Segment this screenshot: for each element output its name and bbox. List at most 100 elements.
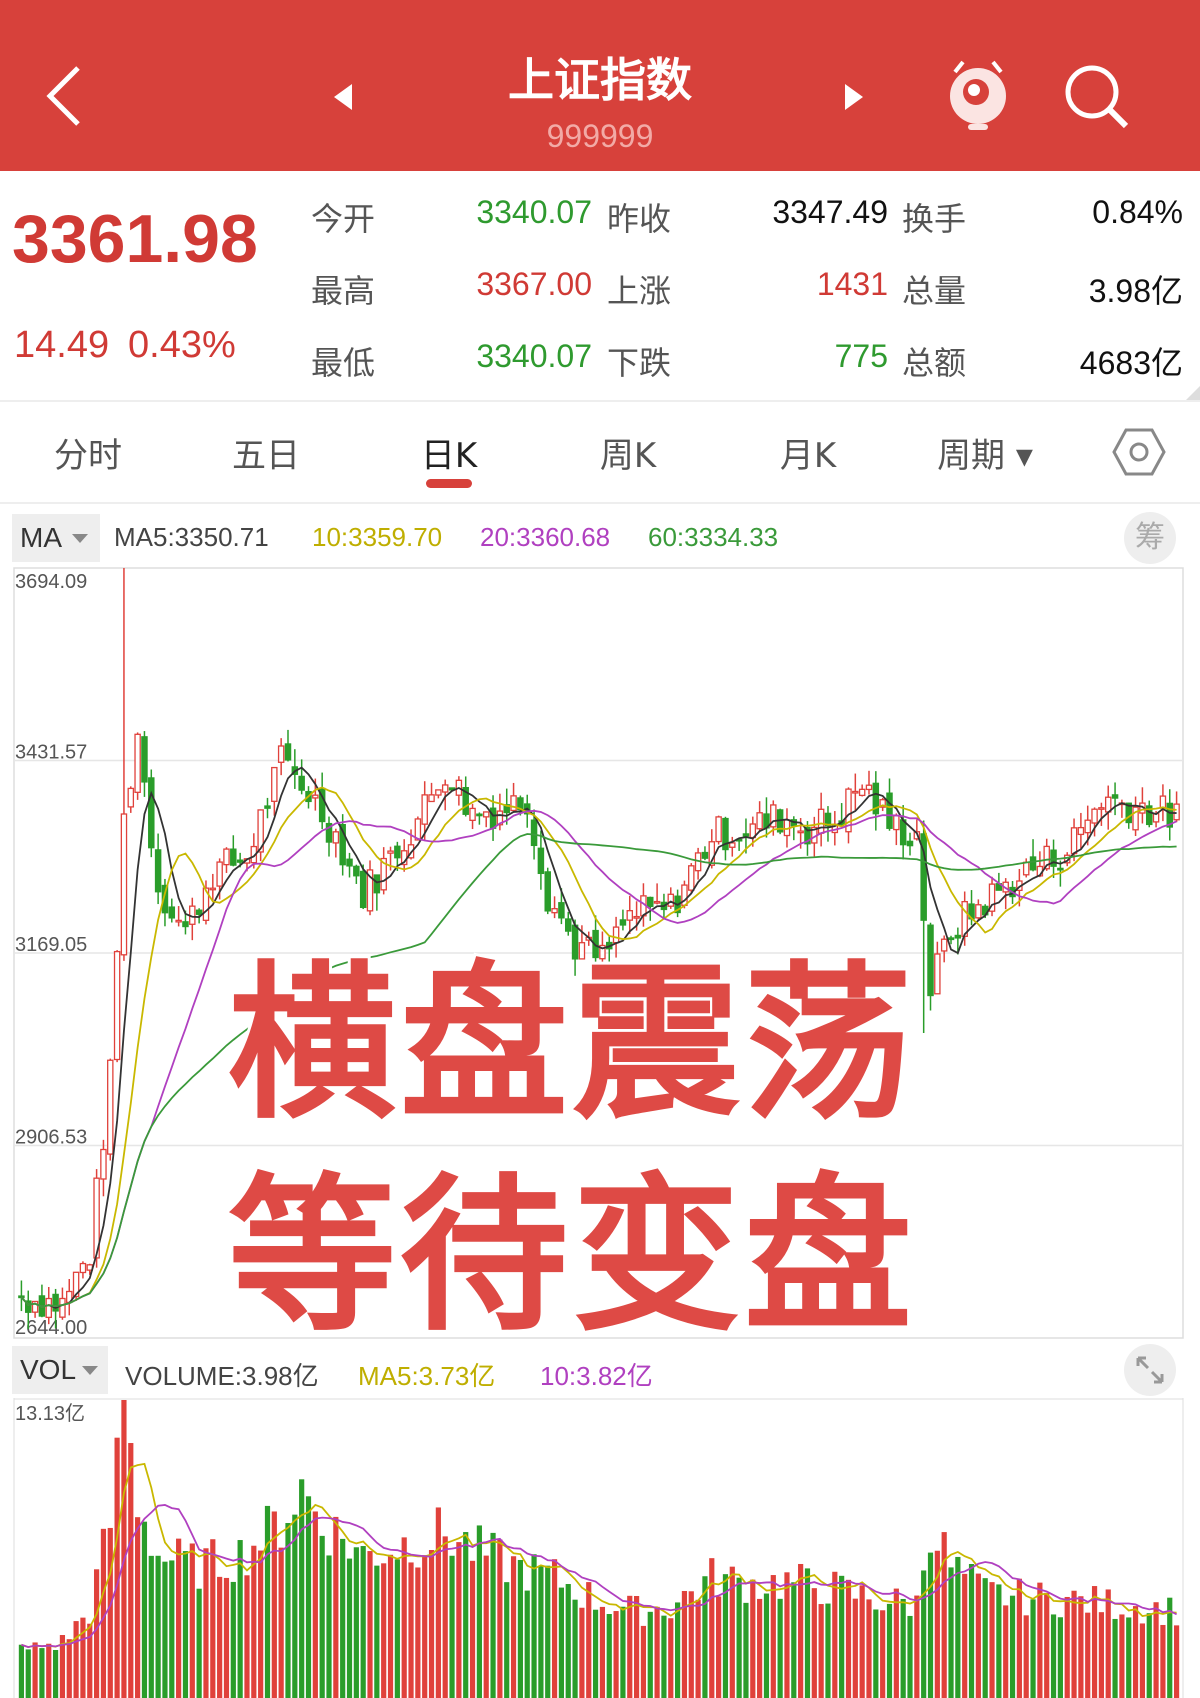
candle-body [879, 799, 886, 808]
candle-body [715, 816, 722, 843]
candle-body [927, 924, 934, 997]
volume-bar [921, 1570, 927, 1698]
volume-bar [914, 1595, 920, 1698]
candle-body [45, 1297, 53, 1319]
mascot-icon[interactable] [943, 58, 1013, 134]
chip-distribution-button[interactable]: 筹 [1124, 512, 1176, 564]
next-triangle-icon[interactable] [843, 82, 867, 112]
candle-body [1132, 806, 1139, 831]
volume-bar [73, 1621, 79, 1698]
volume-bar [599, 1606, 606, 1698]
y-axis-label: 3694.09 [15, 571, 87, 593]
volume-bar [832, 1571, 838, 1698]
volume-bar [52, 1649, 59, 1698]
volume-bar [517, 1559, 523, 1698]
candle-body [148, 777, 155, 849]
volume-bar [169, 1560, 175, 1698]
volume-bar [128, 1443, 134, 1698]
volume-bar [1050, 1614, 1057, 1698]
volume-bar [66, 1639, 72, 1698]
stat-label: 最高 [311, 272, 376, 310]
candle-body [72, 1271, 80, 1298]
candle-body [954, 934, 962, 939]
volume-bar [886, 1603, 893, 1698]
candlestick-chart[interactable]: 3694.09 3431.57 3169.05 2906.53 2644.00 [0, 566, 1200, 1342]
candle-body [277, 745, 285, 763]
volume-bar [606, 1613, 612, 1698]
candle-body [161, 884, 169, 914]
volume-bar [326, 1555, 332, 1698]
vol-ma10-legend: 10:3.82亿 [540, 1361, 653, 1391]
tab-2[interactable]: 日K [420, 436, 478, 476]
search-icon[interactable] [1062, 62, 1132, 132]
volume-bar [743, 1602, 749, 1698]
stat-value: 3340.07 [476, 338, 592, 374]
candle-body [858, 788, 866, 797]
candle-body [551, 908, 558, 914]
volume-bar [87, 1623, 93, 1698]
volume-bar [975, 1573, 981, 1698]
tab-4[interactable]: 月K [779, 436, 837, 476]
volume-bar [757, 1598, 763, 1698]
volume-bar [784, 1572, 790, 1698]
tab-0[interactable]: 分时 [54, 436, 122, 476]
candle-body [544, 871, 551, 912]
candle-body [893, 814, 900, 831]
volume-bar [1126, 1617, 1132, 1698]
candle-body [920, 833, 927, 921]
volume-bar [401, 1537, 407, 1698]
volume-bar [32, 1642, 38, 1698]
volume-bar [476, 1525, 482, 1698]
volume-bar [545, 1565, 551, 1698]
volume-bar [258, 1550, 264, 1698]
candle-body [592, 929, 599, 959]
volume-bar [1037, 1582, 1043, 1698]
candle-body [298, 775, 305, 791]
volume-bar [1085, 1612, 1091, 1698]
candle-body [1145, 805, 1153, 826]
candle-body [770, 804, 777, 828]
prev-triangle-icon[interactable] [330, 82, 354, 112]
volume-bar [1016, 1578, 1022, 1698]
y-axis-label: 3169.05 [15, 934, 87, 956]
candle-body [564, 918, 572, 932]
candle-body [1173, 803, 1180, 821]
volume-bar [442, 1536, 448, 1698]
volume-bar [333, 1516, 339, 1698]
ma-selector[interactable]: MA [12, 514, 100, 562]
volume-bar [415, 1567, 421, 1698]
volume-bar [798, 1563, 804, 1698]
settings-hexagon-icon[interactable] [1112, 427, 1166, 477]
back-chevron-icon[interactable] [44, 64, 84, 128]
volume-bar [900, 1598, 906, 1698]
candle-body [934, 953, 941, 995]
candle-body [79, 1262, 87, 1274]
expand-icon[interactable] [1124, 1344, 1176, 1396]
volume-bar [558, 1587, 565, 1698]
tab-5[interactable]: 周期 ▾ [937, 436, 1033, 476]
vol-selector[interactable]: VOL [12, 1346, 108, 1394]
candle-body [1057, 867, 1064, 871]
volume-bar [996, 1584, 1002, 1698]
volume-bar [709, 1558, 715, 1698]
candle-body [482, 811, 490, 818]
tab-1[interactable]: 五日 [232, 436, 300, 476]
volume-bar [312, 1511, 318, 1698]
volume-bar [1146, 1613, 1152, 1698]
volume-bar [100, 1528, 107, 1698]
candle-body [975, 904, 982, 919]
volume-bar [592, 1609, 599, 1698]
volume-bar [80, 1617, 86, 1698]
volume-bar [387, 1554, 394, 1698]
candle-body [688, 865, 695, 891]
volume-chart[interactable]: 13.13亿 [0, 1398, 1200, 1698]
volume-bar [305, 1496, 312, 1698]
page-title: 上证指数 [508, 53, 692, 107]
volume-bar [736, 1577, 742, 1698]
candle-body [113, 950, 121, 1061]
volume-bar [114, 1437, 120, 1698]
candle-body [339, 823, 346, 866]
tab-3[interactable]: 周K [599, 436, 657, 476]
candle-body [325, 822, 333, 843]
ma20-line [20, 809, 1177, 1308]
